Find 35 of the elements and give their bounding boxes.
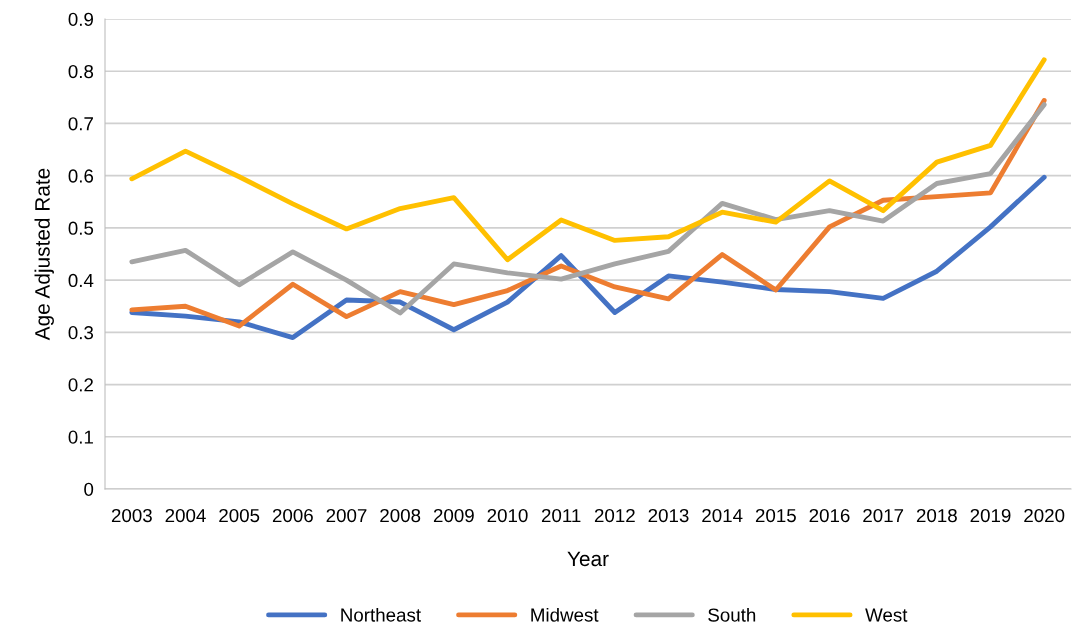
x-tick-label: 2004 <box>165 508 206 523</box>
y-tick-label: 0.1 <box>68 430 93 444</box>
y-tick-label: 0.5 <box>68 221 94 235</box>
legend-label: Midwest <box>531 607 599 622</box>
y-tick-label: 0.2 <box>68 378 93 392</box>
x-tick-label: 2012 <box>594 508 635 523</box>
x-tick-label: 2013 <box>648 508 689 523</box>
y-tick-label: 0.6 <box>68 169 94 183</box>
x-tick-label: 2010 <box>487 508 528 523</box>
y-tick-label: 0.3 <box>68 326 94 340</box>
x-tick-label: 2017 <box>863 508 904 523</box>
legend-label: West <box>865 608 908 622</box>
legend-label: Northeast <box>341 607 421 622</box>
x-tick-label: 2018 <box>916 508 957 523</box>
x-tick-label: 2006 <box>272 508 313 523</box>
x-tick-label: 2007 <box>326 508 367 523</box>
y-axis-title: Age Adjusted Rate <box>34 168 54 341</box>
x-tick-label: 2015 <box>755 508 796 523</box>
legend-label: South <box>708 607 756 622</box>
x-tick-label: 2016 <box>809 508 850 523</box>
x-tick-label: 2011 <box>541 508 581 523</box>
x-tick-label: 2014 <box>702 508 743 523</box>
y-tick-label: 0 <box>84 482 94 496</box>
x-tick-label: 2008 <box>380 508 421 523</box>
line-series <box>129 57 1047 263</box>
x-tick-label: 2005 <box>219 508 260 523</box>
y-tick-label: 0.8 <box>68 64 94 79</box>
y-tick-label: 0.9 <box>68 12 93 26</box>
y-tick-label: 0.4 <box>68 273 94 288</box>
x-tick-label: 2009 <box>433 508 474 523</box>
y-tick-label: 0.7 <box>68 117 93 131</box>
x-tick-label: 2003 <box>111 508 152 523</box>
x-axis-title: Year <box>567 551 609 567</box>
x-tick-label: 2019 <box>970 508 1011 523</box>
x-tick-label: 2020 <box>1024 508 1065 523</box>
